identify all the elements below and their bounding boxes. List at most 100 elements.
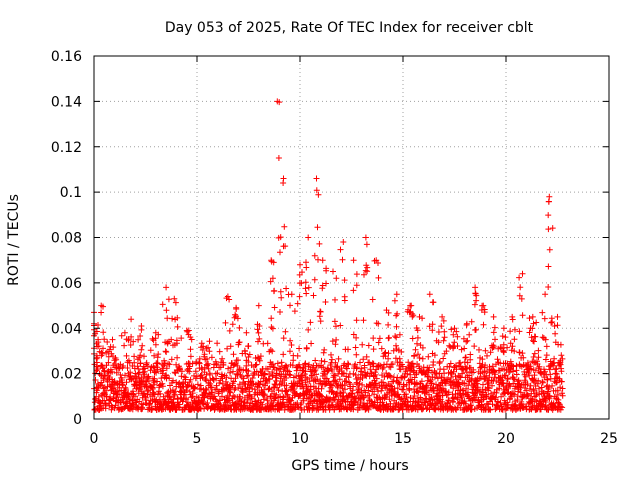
data-point — [529, 325, 536, 332]
data-point — [559, 392, 566, 399]
data-point — [302, 374, 309, 381]
data-point — [132, 393, 138, 400]
data-point — [171, 295, 178, 302]
data-point — [364, 264, 371, 271]
data-point — [152, 335, 159, 342]
data-point — [301, 371, 308, 378]
data-point — [206, 338, 213, 345]
data-point — [311, 252, 318, 259]
data-point — [188, 394, 195, 401]
data-point — [416, 355, 423, 361]
data-point — [519, 312, 526, 319]
data-point — [288, 342, 295, 348]
data-point — [541, 315, 548, 322]
data-point — [309, 372, 315, 379]
data-point — [129, 406, 136, 413]
data-point — [378, 345, 385, 352]
data-point — [218, 371, 225, 378]
data-point — [234, 370, 241, 377]
data-point — [500, 341, 507, 348]
data-point — [558, 352, 565, 359]
data-point — [296, 392, 303, 399]
data-point — [100, 345, 106, 352]
data-point — [517, 284, 524, 291]
data-point — [414, 381, 420, 388]
data-point — [551, 323, 558, 329]
data-point — [262, 371, 268, 378]
data-point — [256, 357, 263, 364]
data-point — [299, 269, 305, 276]
data-point — [557, 359, 564, 366]
data-point — [141, 353, 147, 360]
data-point — [266, 371, 273, 377]
data-point — [330, 268, 336, 275]
data-point — [280, 394, 287, 401]
data-point — [530, 359, 537, 366]
data-point — [513, 406, 520, 413]
data-point — [458, 346, 465, 353]
data-point — [507, 383, 514, 390]
data-point — [461, 398, 468, 405]
data-point — [441, 328, 448, 335]
data-point — [208, 389, 215, 396]
y-tick-label: 0.14 — [51, 94, 82, 110]
data-point — [271, 395, 278, 402]
data-point — [559, 385, 566, 392]
data-point — [234, 401, 240, 408]
data-point — [545, 284, 552, 290]
data-point — [332, 393, 339, 400]
data-point — [516, 292, 523, 299]
data-point — [471, 343, 478, 350]
data-point — [371, 391, 378, 398]
data-point — [553, 379, 559, 386]
data-point — [206, 371, 213, 378]
y-axis-label: ROTI / TECUs — [6, 194, 22, 286]
data-point — [203, 345, 210, 352]
data-point — [350, 257, 357, 264]
data-point — [159, 301, 166, 308]
data-point — [350, 331, 357, 338]
data-point — [287, 302, 293, 309]
data-point — [98, 302, 105, 309]
data-point — [436, 358, 443, 365]
data-point — [216, 348, 223, 355]
data-point — [321, 358, 328, 365]
data-point — [268, 324, 275, 331]
data-point — [224, 345, 231, 352]
data-point — [453, 328, 460, 335]
data-point — [429, 350, 436, 357]
data-point — [154, 360, 161, 367]
data-point — [139, 405, 146, 412]
data-point — [282, 328, 289, 335]
data-point — [393, 334, 400, 341]
data-point — [376, 335, 383, 342]
data-point — [335, 355, 342, 362]
data-point — [538, 406, 544, 413]
data-point — [104, 339, 111, 345]
data-point — [365, 406, 372, 413]
data-point — [415, 351, 421, 358]
data-point — [509, 343, 516, 350]
data-point — [363, 241, 370, 248]
data-point — [369, 360, 376, 367]
data-point — [95, 322, 101, 328]
data-point — [329, 382, 335, 389]
data-point — [330, 372, 337, 379]
data-point — [444, 400, 451, 406]
data-point — [516, 328, 523, 335]
data-point — [100, 329, 107, 336]
data-point — [454, 333, 461, 340]
data-point — [370, 335, 377, 342]
data-point — [296, 361, 303, 368]
data-point — [533, 319, 540, 326]
data-point — [375, 274, 382, 281]
data-point — [249, 375, 256, 381]
data-point — [435, 329, 442, 335]
data-point — [440, 355, 447, 362]
data-point — [305, 284, 312, 291]
data-point — [528, 366, 535, 373]
data-point — [538, 401, 545, 408]
data-point — [311, 368, 318, 375]
data-point — [141, 390, 148, 397]
